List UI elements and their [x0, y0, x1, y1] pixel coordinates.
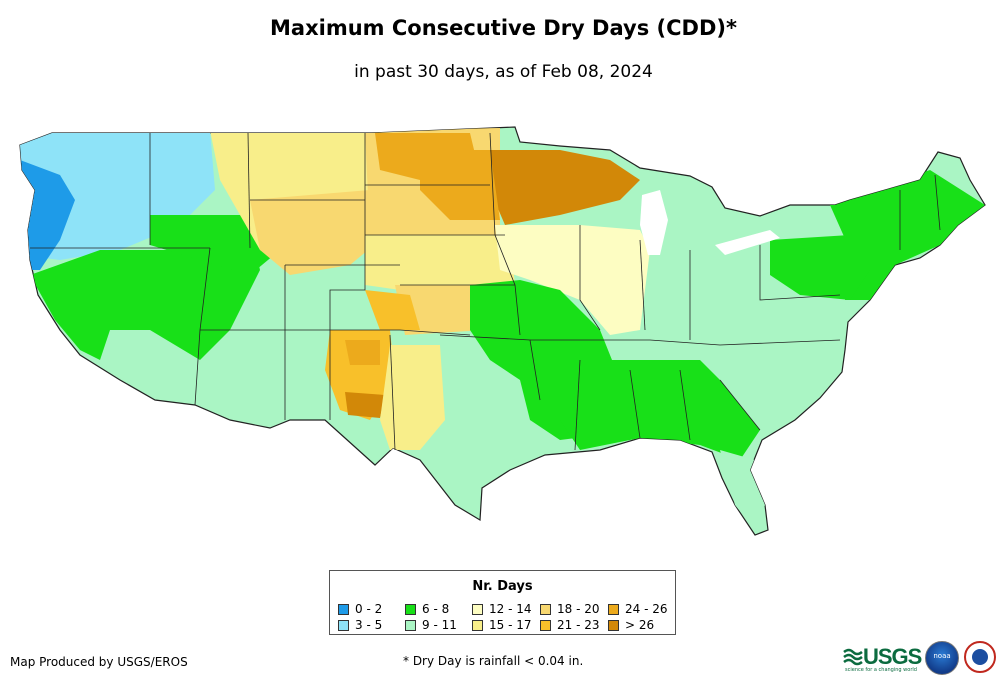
legend-item-21-23: 21 - 23: [540, 618, 600, 632]
legend-swatch: [338, 619, 349, 631]
dry-day-footnote: * Dry Day is rainfall < 0.04 in.: [403, 654, 584, 668]
usgs-logo: USGS science for a changing world: [843, 644, 922, 673]
legend-swatch: [338, 603, 349, 615]
lake-erie: [715, 230, 780, 255]
legend-title: Nr. Days: [472, 579, 533, 594]
legend-label: 0 - 2: [355, 602, 383, 616]
state-boundaries: [30, 132, 941, 451]
legend-item-18-20: 18 - 20: [540, 602, 600, 616]
legend-swatch: [608, 603, 619, 615]
region-wyoming-18-20: [250, 190, 380, 275]
legend-swatch: [608, 619, 619, 631]
legend-swatch: [540, 619, 551, 631]
legend-label: 24 - 26: [625, 602, 668, 616]
legend: Nr. Days 0 - 2 3 - 5 6 - 8 9 - 11 12 - 1…: [329, 570, 676, 635]
region-new-mexico-24-26: [345, 340, 380, 365]
legend-item-3-5: 3 - 5: [338, 618, 382, 632]
region-new-mexico-gt26: [345, 392, 385, 418]
noaa-wordmark: noaa: [933, 652, 951, 660]
noaa-logo: noaa: [925, 641, 959, 675]
nws-logo: [964, 641, 996, 673]
map-subtitle: in past 30 days, as of Feb 08, 2024: [354, 62, 653, 82]
legend-item-12-14: 12 - 14: [472, 602, 532, 616]
legend-swatch: [540, 603, 551, 615]
legend-item-15-17: 15 - 17: [472, 618, 532, 632]
legend-label: > 26: [625, 618, 655, 632]
legend-label: 21 - 23: [557, 618, 600, 632]
legend-swatch: [405, 603, 416, 615]
region-coast-0-2: [20, 160, 75, 270]
legend-label: 3 - 5: [355, 618, 383, 632]
region-northeast-6-8: [830, 170, 985, 300]
usgs-tagline: science for a changing world: [845, 667, 917, 673]
region-nebraska-15-17: [365, 235, 515, 290]
legend-swatch: [472, 603, 483, 615]
legend-label: 15 - 17: [489, 618, 532, 632]
usgs-wave-icon: [843, 648, 863, 666]
region-minnesota-gt26: [480, 150, 640, 225]
usgs-wordmark: USGS: [863, 644, 922, 669]
legend-item-9-11: 9 - 11: [405, 618, 457, 632]
us-dry-days-map: [19, 126, 986, 536]
region-southeast-6-8: [560, 360, 760, 460]
region-texas-panhandle-15-17: [380, 345, 445, 450]
legend-label: 6 - 8: [422, 602, 450, 616]
region-florida-9-11: [720, 450, 765, 530]
legend-item-gt-26: > 26: [608, 618, 654, 632]
lake-michigan: [640, 190, 668, 255]
legend-item-24-26: 24 - 26: [608, 602, 668, 616]
legend-label: 9 - 11: [422, 618, 457, 632]
legend-swatch: [472, 619, 483, 631]
map-title: Maximum Consecutive Dry Days (CDD)*: [270, 16, 737, 40]
legend-label: 12 - 14: [489, 602, 532, 616]
legend-swatch: [405, 619, 416, 631]
region-mid-atlantic-6-8: [770, 235, 870, 300]
legend-label: 18 - 20: [557, 602, 600, 616]
legend-item-0-2: 0 - 2: [338, 602, 382, 616]
region-iowa-12-14: [495, 225, 650, 335]
producer-credit: Map Produced by USGS/EROS: [10, 655, 188, 669]
legend-item-6-8: 6 - 8: [405, 602, 449, 616]
nws-emblem-icon: [972, 649, 988, 665]
region-idaho-6-8: [150, 215, 280, 275]
region-colorado-21-23: [365, 290, 420, 330]
